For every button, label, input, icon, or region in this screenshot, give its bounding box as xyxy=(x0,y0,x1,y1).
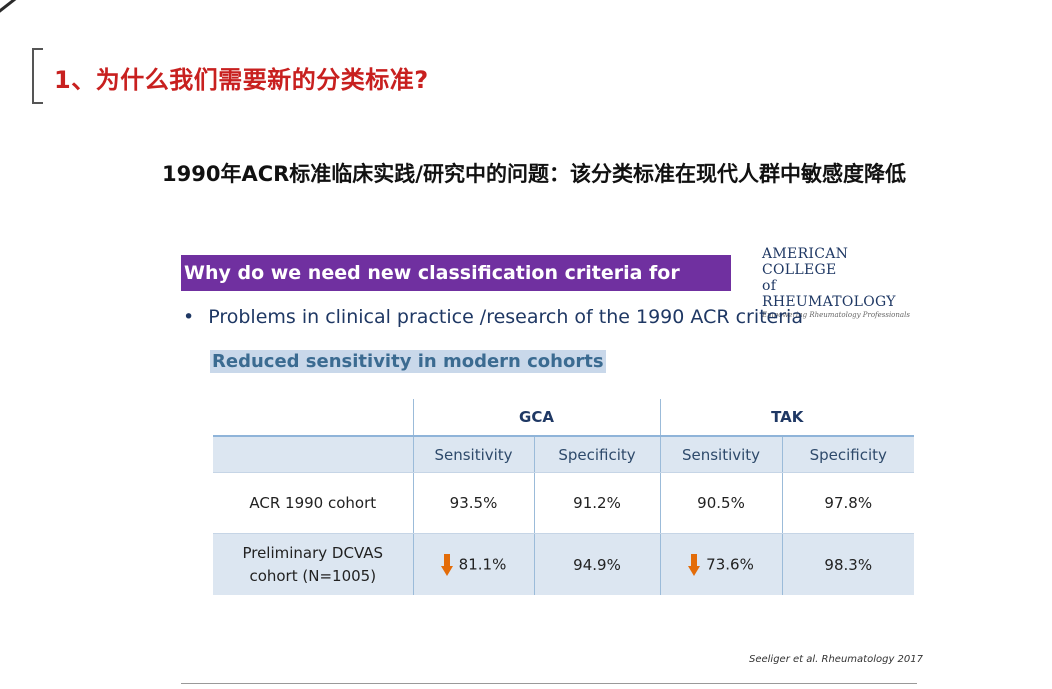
group-header-gca: GCA xyxy=(412,399,660,437)
citation: Seeliger et al. Rheumatology 2017 xyxy=(749,654,923,665)
cell-tak-sensitivity: 90.5% xyxy=(659,472,782,534)
cell-gca-specificity: 91.2% xyxy=(533,472,660,534)
cell-tak-sensitivity: 73.6% xyxy=(659,533,782,595)
sensitivity-table: GCA TAK Sensitivity Specificity Sensitiv… xyxy=(213,399,914,595)
slide-title: 1、为什么我们需要新的分类标准? xyxy=(54,66,429,94)
bullet-dot-icon: • xyxy=(183,306,195,328)
cell-gca-sensitivity: 93.5% xyxy=(412,472,534,534)
bottom-divider xyxy=(181,683,917,684)
corner-decoration-line xyxy=(0,0,22,17)
acr-logo: AMERICAN COLLEGE of RHEUMATOLOGY Empower… xyxy=(762,246,910,321)
bullet-item: • Problems in clinical practice /research… xyxy=(183,306,803,328)
subheader-tak-sensitivity: Sensitivity xyxy=(659,436,782,473)
row-label-line1: ACR 1990 cohort xyxy=(249,493,377,512)
cell-value: 73.6% xyxy=(706,555,754,573)
cell-gca-specificity: 94.9% xyxy=(533,533,660,595)
group-header-tak: TAK xyxy=(659,399,914,437)
cell-tak-specificity: 98.3% xyxy=(781,533,914,595)
subheader-gca-sensitivity: Sensitivity xyxy=(412,436,534,473)
title-bracket xyxy=(32,48,43,104)
acr-logo-line2: of RHEUMATOLOGY xyxy=(762,278,896,310)
empty-subheader-cell xyxy=(213,436,413,473)
cell-gca-sensitivity: 81.1% xyxy=(412,533,534,595)
group-header-row: GCA TAK xyxy=(213,399,914,437)
row-label-line2: cohort (N=1005) xyxy=(249,566,377,585)
table-row: ACR 1990 cohort 93.5% 91.2% 90.5% 97.8% xyxy=(213,472,914,534)
acr-logo-line1: AMERICAN COLLEGE xyxy=(762,246,849,278)
subheader-row: Sensitivity Specificity Sensitivity Spec… xyxy=(213,436,914,473)
down-arrow-icon xyxy=(440,553,453,576)
row-label: ACR 1990 cohort xyxy=(213,472,413,534)
cell-tak-specificity: 97.8% xyxy=(781,472,914,534)
row-label: Preliminary DCVAS cohort (N=1005) xyxy=(213,533,413,595)
empty-corner-cell xyxy=(213,399,413,437)
purple-banner: Why do we need new classification criter… xyxy=(181,255,731,320)
acr-logo-tagline: Empowering Rheumatology Professionals xyxy=(762,311,910,319)
bullet-text: Problems in clinical practice /research … xyxy=(208,306,803,328)
slide-subtitle: 1990年ACR标准临床实践/研究中的问题：该分类标准在现代人群中敏感度降低 xyxy=(162,162,906,186)
subheader-gca-specificity: Specificity xyxy=(533,436,660,473)
table-row: Preliminary DCVAS cohort (N=1005) 81.1% 9… xyxy=(213,533,914,595)
cell-value: 81.1% xyxy=(458,555,507,573)
highlighted-heading: Reduced sensitivity in modern cohorts xyxy=(210,350,606,373)
row-label-line1: Preliminary DCVAS xyxy=(242,543,384,562)
subheader-tak-specificity: Specificity xyxy=(781,436,914,473)
down-arrow-icon xyxy=(688,553,701,576)
